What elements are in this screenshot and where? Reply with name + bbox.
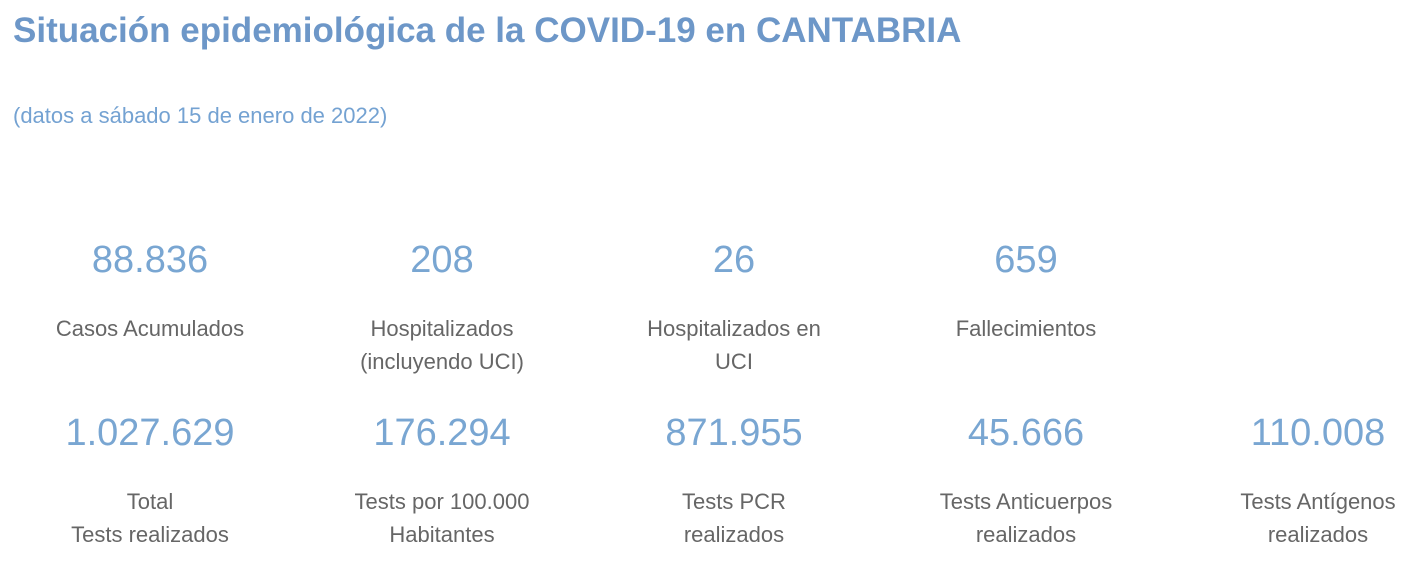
stat-hospitalizados-uci: 26 Hospitalizados en UCI: [588, 237, 880, 378]
page-title: Situación epidemiológica de la COVID-19 …: [13, 11, 962, 50]
stat-hospitalizados: 208 Hospitalizados (incluyendo UCI): [296, 237, 588, 378]
stat-fallecimientos: 659 Fallecimientos: [880, 237, 1172, 378]
stat-value-total-tests: 1.027.629: [65, 412, 235, 454]
stat-value-casos-acumulados: 88.836: [91, 239, 209, 281]
stat-value-tests-anticuerpos: 45.666: [967, 412, 1085, 454]
stat-tests-pcr: 871.955 Tests PCR realizados: [588, 410, 880, 551]
stat-value-tests-antigenos: 110.008: [1250, 412, 1386, 454]
stat-value-hospitalizados-uci: 26: [712, 239, 756, 281]
stat-label-hospitalizados-uci: Hospitalizados en UCI: [647, 316, 821, 374]
stat-value-hospitalizados: 208: [410, 239, 474, 281]
stat-label-tests-100k: Tests por 100.000 Habitantes: [354, 489, 530, 547]
stat-casos-acumulados: 88.836 Casos Acumulados: [4, 237, 296, 378]
stat-label-total-tests: Total Tests realizados: [71, 489, 229, 547]
stats-dashboard: 88.836 Casos Acumulados 208 Hospitalizad…: [0, 237, 1428, 551]
stat-value-tests-pcr: 871.955: [665, 412, 803, 454]
stat-label-tests-pcr: Tests PCR realizados: [682, 489, 786, 547]
stat-label-fallecimientos: Fallecimientos: [955, 316, 1097, 341]
stat-value-fallecimientos: 659: [994, 239, 1058, 281]
stat-tests-100k: 176.294 Tests por 100.000 Habitantes: [296, 410, 588, 551]
page-header: Situación epidemiológica de la COVID-19 …: [0, 0, 1428, 129]
stat-value-tests-100k: 176.294: [373, 412, 511, 454]
stats-row-2: 1.027.629 Total Tests realizados 176.294…: [4, 410, 1428, 551]
stat-label-tests-anticuerpos: Tests Anticuerpos realizados: [939, 489, 1113, 547]
stat-tests-anticuerpos: 45.666 Tests Anticuerpos realizados: [880, 410, 1172, 551]
stat-tests-antigenos: 110.008 Tests Antígenos realizados: [1172, 410, 1428, 551]
stat-empty-cell: [1172, 237, 1428, 378]
stat-label-casos-acumulados: Casos Acumulados: [55, 316, 245, 341]
stat-label-tests-antigenos: Tests Antígenos realizados: [1240, 489, 1396, 547]
stats-row-1: 88.836 Casos Acumulados 208 Hospitalizad…: [4, 237, 1428, 378]
stat-total-tests: 1.027.629 Total Tests realizados: [4, 410, 296, 551]
date-note: (datos a sábado 15 de enero de 2022): [13, 103, 388, 128]
stat-label-hospitalizados: Hospitalizados (incluyendo UCI): [360, 316, 524, 374]
